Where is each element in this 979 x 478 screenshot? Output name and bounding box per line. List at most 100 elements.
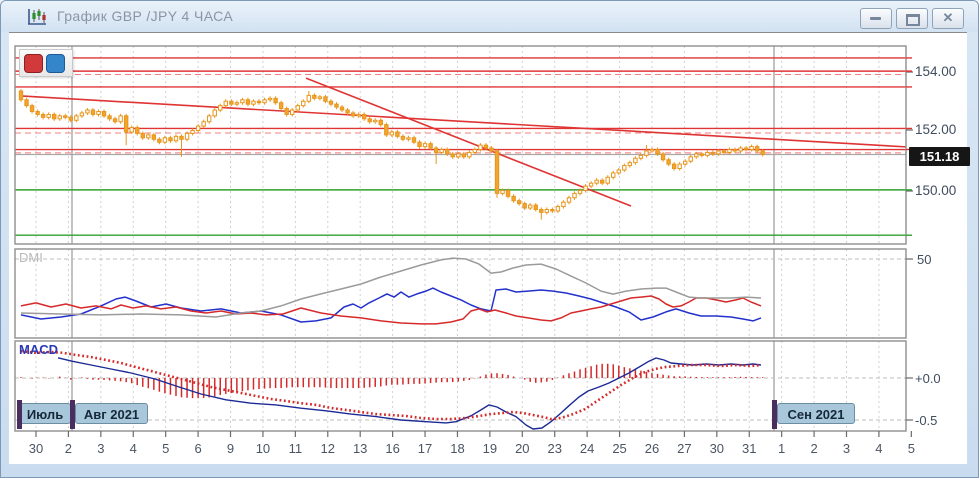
candle-body — [754, 146, 760, 152]
month-separator-bar — [17, 400, 22, 429]
title-bar[interactable]: График GBP /JPY 4 ЧАСА ✕ — [1, 1, 978, 32]
date-label: 11 — [289, 441, 303, 456]
blue-swatch-button[interactable] — [46, 54, 65, 73]
candle-body — [295, 105, 300, 111]
candle-body — [96, 110, 101, 115]
month-label-september[interactable]: Сен 2021 — [777, 403, 855, 424]
candle-body — [306, 94, 312, 102]
candle-body — [400, 135, 406, 140]
candle-body — [218, 105, 223, 111]
candle-body — [522, 203, 527, 209]
date-label: 27 — [677, 441, 691, 456]
window-title: График GBP /JPY 4 ЧАСА — [57, 8, 234, 24]
panel-border — [14, 45, 907, 245]
minimize-button[interactable] — [860, 8, 892, 29]
candle-body — [24, 99, 29, 107]
candle-body — [417, 141, 422, 148]
date-label: 25 — [612, 441, 626, 456]
candle-body — [511, 195, 516, 202]
candle-body — [705, 151, 710, 156]
minimize-icon — [870, 17, 881, 20]
candle-body — [212, 109, 217, 117]
trend-line — [305, 77, 632, 207]
maximize-button[interactable] — [896, 8, 928, 29]
candle-body — [439, 149, 444, 153]
date-label: 18 — [450, 441, 464, 456]
candle-body — [760, 150, 765, 155]
candle-body — [688, 156, 693, 162]
candle-body — [190, 130, 195, 134]
candle-body — [290, 109, 295, 115]
date-label: 2 — [65, 441, 72, 456]
date-label: 17 — [418, 441, 432, 456]
dmi-line-minus_di_red — [20, 295, 762, 325]
candle-body — [422, 143, 428, 148]
candle-body — [616, 169, 621, 174]
candle-body — [660, 153, 666, 161]
candle-body — [699, 153, 705, 156]
candle-body — [378, 119, 383, 126]
candle-body — [433, 147, 439, 153]
candle-body — [46, 113, 51, 118]
month-label-july[interactable]: Июль — [19, 403, 71, 424]
candle-body — [555, 206, 561, 212]
candle-body — [18, 90, 24, 101]
candle-body — [334, 103, 339, 108]
date-label: 13 — [353, 441, 367, 456]
date-label: 6 — [194, 441, 201, 456]
date-label: 16 — [385, 441, 399, 456]
date-label: 1 — [778, 441, 785, 456]
candle-body — [694, 153, 699, 158]
candle-body — [483, 144, 489, 149]
candle-body — [727, 149, 732, 153]
candle-body — [240, 99, 245, 104]
candle-body — [500, 189, 505, 194]
date-label: 3 — [843, 441, 850, 456]
candle-body — [444, 149, 450, 155]
candle-body — [406, 137, 411, 140]
candle-body — [611, 172, 616, 178]
candle-body — [273, 97, 278, 104]
date-label: 30 — [29, 441, 43, 456]
candle-body — [151, 134, 157, 140]
candle-body — [649, 149, 655, 152]
macd-line — [57, 357, 762, 430]
panel-border — [14, 248, 907, 339]
price-axis-label: 150.00 — [915, 183, 957, 198]
candle-body — [107, 115, 112, 120]
candle-body — [389, 131, 395, 136]
candle-body — [721, 150, 727, 153]
candle-body — [710, 151, 716, 155]
candle-body — [505, 189, 511, 197]
candle-body — [528, 204, 533, 209]
close-button[interactable]: ✕ — [932, 8, 964, 29]
date-label: 23 — [547, 441, 561, 456]
dmi-panel-label: DMI — [19, 250, 43, 265]
candle-body — [494, 150, 500, 194]
dmi-line-adx_gray — [20, 257, 762, 318]
candle-body — [179, 135, 184, 140]
candle-body — [716, 150, 721, 155]
candle-body — [157, 138, 162, 143]
candle-body — [677, 163, 682, 170]
candle-body — [267, 97, 273, 101]
dmi-line-plus_di_blue — [20, 287, 762, 323]
macd-axis-label: +0.0 — [915, 371, 941, 386]
candle-body — [566, 197, 572, 203]
candle-body — [162, 137, 168, 143]
red-swatch-button[interactable] — [24, 54, 43, 73]
month-label-august[interactable]: Авг 2021 — [75, 403, 148, 424]
candle-body — [539, 208, 544, 213]
indicator-legend — [19, 49, 73, 77]
date-label: 12 — [321, 441, 335, 456]
candle-body — [101, 110, 107, 117]
candle-body — [184, 132, 190, 140]
candle-body — [29, 105, 35, 112]
candle-body — [317, 96, 323, 99]
candle-body — [367, 118, 372, 123]
candle-body — [57, 115, 62, 120]
current-price-tag: 151.18 — [909, 147, 970, 166]
candle-body — [384, 124, 389, 136]
